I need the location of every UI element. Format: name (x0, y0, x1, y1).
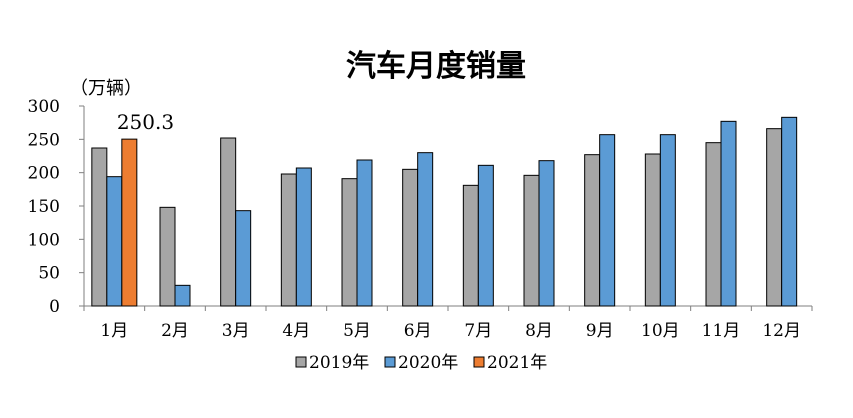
x-tick-label: 8月 (525, 321, 553, 341)
y-tick-label: 250 (28, 130, 60, 150)
unit-label: （万辆） (70, 78, 142, 99)
legend-swatch (295, 356, 307, 368)
bar-2019年-5月 (341, 178, 358, 307)
bar-2020年-4月 (295, 167, 312, 307)
bar-2020年-3月 (235, 210, 252, 307)
bar-2019年-12月 (766, 128, 783, 307)
x-tick-label: 6月 (404, 321, 432, 341)
x-tick-label: 9月 (586, 321, 614, 341)
x-tick-label: 4月 (282, 321, 310, 341)
legend-swatch (384, 356, 396, 368)
x-tick-label: 5月 (343, 321, 371, 341)
bar-2020年-2月 (174, 284, 191, 307)
bar-2019年-2月 (159, 206, 176, 307)
y-tick-label: 200 (28, 164, 60, 184)
legend-label: 2019年 (309, 353, 369, 373)
x-tick-label: 10月 (641, 321, 680, 341)
legend-label: 2021年 (487, 353, 547, 373)
bars (91, 116, 798, 307)
bar-2019年-7月 (462, 184, 479, 307)
bar-2019年-1月 (91, 147, 108, 307)
legend-swatch (473, 356, 485, 368)
bar-2019年-10月 (644, 153, 661, 307)
bar-2019年-9月 (584, 154, 601, 307)
bar-2020年-1月 (106, 176, 123, 307)
bar-2020年-8月 (538, 160, 555, 307)
bar-2019年-8月 (523, 174, 540, 307)
x-tick-label: 12月 (762, 321, 801, 341)
y-tick-label: 100 (28, 230, 60, 250)
data-labels: 250.3 (117, 110, 174, 134)
bar-2020年-12月 (781, 116, 798, 307)
bar-2019年-4月 (280, 173, 297, 307)
legend: 2019年 2020年 2021年 (295, 353, 547, 373)
bar-2020年-9月 (599, 134, 616, 307)
bar-2020年-7月 (477, 164, 494, 307)
x-tick-label: 1月 (100, 321, 128, 341)
legend-label: 2020年 (398, 353, 458, 373)
y-tick-label: 0 (49, 297, 60, 317)
y-tick-label: 50 (38, 264, 60, 284)
x-tick-label: 7月 (464, 321, 492, 341)
bar-2020年-11月 (720, 120, 737, 307)
bar-2021年-1月 (121, 138, 138, 307)
y-tick-label: 300 (28, 97, 60, 117)
bar-2020年-6月 (417, 152, 434, 307)
y-axis: 0 50 100 150 200 250 300 (28, 97, 85, 317)
x-tick-label: 3月 (222, 321, 250, 341)
y-tick-label: 150 (28, 197, 60, 217)
chart-title: 汽车月度销量 (346, 49, 526, 84)
x-axis: 1月 2月 3月 4月 5月 6月 7月 8月 9月 10月 11月 12月 (83, 305, 813, 341)
x-tick-label: 2月 (161, 321, 189, 341)
x-tick-label: 11月 (702, 321, 741, 341)
bar-2020年-5月 (356, 159, 373, 307)
bar-2019年-11月 (705, 142, 722, 307)
bar-2019年-3月 (220, 137, 237, 307)
bar-2019年-6月 (402, 168, 419, 307)
bar-2020年-10月 (659, 134, 676, 307)
data-label: 250.3 (117, 110, 174, 134)
